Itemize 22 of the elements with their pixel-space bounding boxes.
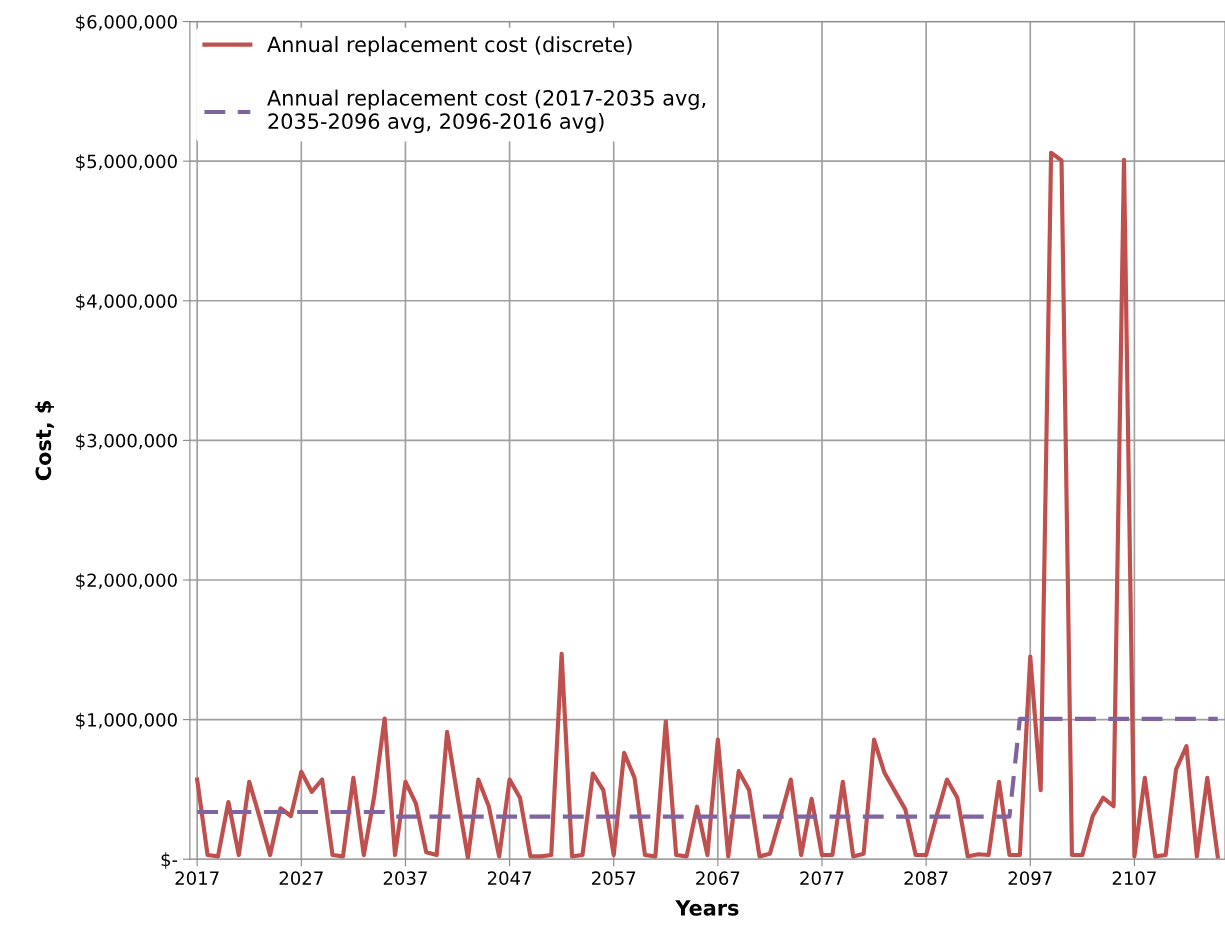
x-tick-label: 2027: [279, 871, 323, 886]
x-tick-label: 2037: [383, 871, 427, 886]
line-series: [195, 150, 1220, 860]
legend-label: Annual replacement cost (discrete): [267, 36, 632, 57]
x-tick-label: 2097: [1008, 871, 1052, 886]
y-tick-label: $3,000,000: [76, 433, 177, 450]
x-tick-label: 2067: [696, 871, 740, 886]
x-axis-title: Years: [675, 900, 739, 916]
y-tick-label: $2,000,000: [76, 573, 177, 590]
x-tick-label: 2057: [592, 871, 636, 886]
x-tick-label: 2047: [487, 871, 532, 886]
y-tick-label: $-: [161, 852, 178, 869]
legend-label: Annual replacement cost (2017-2035 avg, 2035-2096 avg, 2096-2016 avg): [267, 89, 706, 134]
y-tick-label: $4,000,000: [76, 293, 177, 311]
y-tick-label: $5,000,000: [76, 154, 177, 171]
x-tick-label: 2107: [1112, 871, 1156, 886]
x-tick-label: 2077: [800, 871, 844, 886]
x-tick-label: 2087: [904, 871, 948, 886]
x-tick-label: 2017: [175, 871, 219, 886]
y-tick-label: $6,000,000: [76, 14, 177, 32]
y-tick-label: $1,000,000: [76, 712, 177, 730]
y-axis-title: Cost, $: [35, 400, 54, 481]
